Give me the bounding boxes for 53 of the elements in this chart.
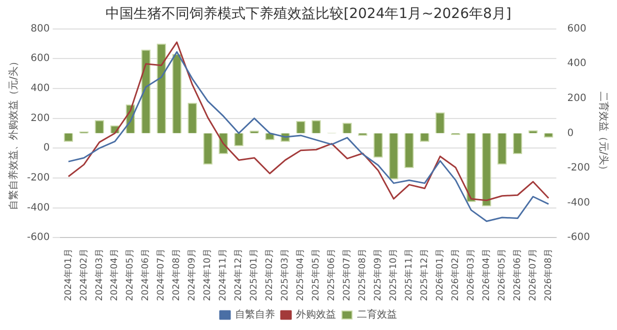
x-tick-label: 2024年08月 [171, 248, 182, 302]
x-tick-label: 2026年01月 [434, 248, 446, 302]
y2-tick-label: 200 [567, 93, 586, 104]
x-tick-label: 2024年10月 [202, 248, 214, 302]
x-tick-label: 2024年09月 [186, 248, 198, 302]
x-tick-label: 2025年01月 [248, 248, 260, 302]
y2-tick-label: 600 [567, 23, 586, 34]
legend-label: 自繁自养 [235, 308, 275, 321]
x-tick-label: 2026年03月 [465, 248, 476, 302]
x-tick-label: 2025年08月 [357, 248, 368, 302]
y-tick-label: 400 [30, 83, 50, 94]
x-tick-label: 2025年03月 [280, 248, 291, 302]
x-tick-label: 2025年10月 [388, 248, 400, 302]
x-tick-label: 2024年07月 [156, 248, 167, 302]
y-tick-label: 800 [30, 23, 50, 34]
x-tick-label: 2025年05月 [310, 248, 322, 302]
y2-tick-label: 400 [567, 58, 586, 70]
x-tick-label: 2024年06月 [140, 248, 152, 302]
y2-tick-label: 0 [567, 128, 574, 139]
x-tick-label: 2025年09月 [372, 248, 384, 302]
x-tick-label: 2025年04月 [295, 248, 306, 302]
x-tick-label: 2026年07月 [527, 248, 538, 302]
x-tick-label: 2026年04月 [480, 248, 492, 302]
x-tick-label: 2026年02月 [450, 248, 461, 302]
y-axis-title: 自繁自养效益、外购效益（元/头） [8, 56, 20, 210]
x-tick-label: 2024年11月 [218, 248, 229, 302]
x-tick-label: 2024年02月 [78, 248, 90, 302]
x-tick-label: 2024年05月 [124, 248, 136, 302]
x-tick-label: 2026年08月 [542, 248, 554, 302]
x-tick-label: 2025年07月 [342, 248, 353, 302]
y2-tick-label: -600 [567, 232, 590, 244]
y-tick-label: 0 [43, 142, 50, 154]
x-tick-label: 2025年02月 [264, 248, 276, 302]
y2-tick-label: -200 [567, 162, 590, 174]
legend-label: 二育效益 [357, 308, 397, 321]
x-tick-label: 2024年12月 [233, 248, 244, 302]
y-tick-label: -600 [26, 232, 50, 244]
x-tick-label: 2026年06月 [512, 248, 523, 302]
y-tick-label: -200 [26, 172, 50, 184]
y2-axis-title: 二育效益（元/头） [597, 92, 610, 175]
y-tick-label: 200 [30, 112, 50, 124]
y-tick-label: -400 [26, 202, 50, 214]
x-tick-label: 2025年11月 [404, 248, 415, 302]
legend-label: 外购效益 [296, 308, 336, 321]
chart-title: 中国生猪不同饲养模式下养殖效益比较[2024年1月~2026年8月] [106, 6, 512, 22]
x-tick-label: 2025年06月 [326, 248, 338, 302]
y-tick-label: 600 [30, 53, 50, 64]
x-tick-label: 2024年03月 [94, 248, 105, 302]
x-tick-label: 2025年12月 [419, 248, 430, 302]
y2-tick-label: -400 [567, 197, 590, 208]
x-tick-label: 2024年01月 [62, 248, 74, 302]
x-tick-label: 2024年04月 [109, 248, 120, 302]
x-tick-label: 2026年05月 [496, 248, 508, 302]
